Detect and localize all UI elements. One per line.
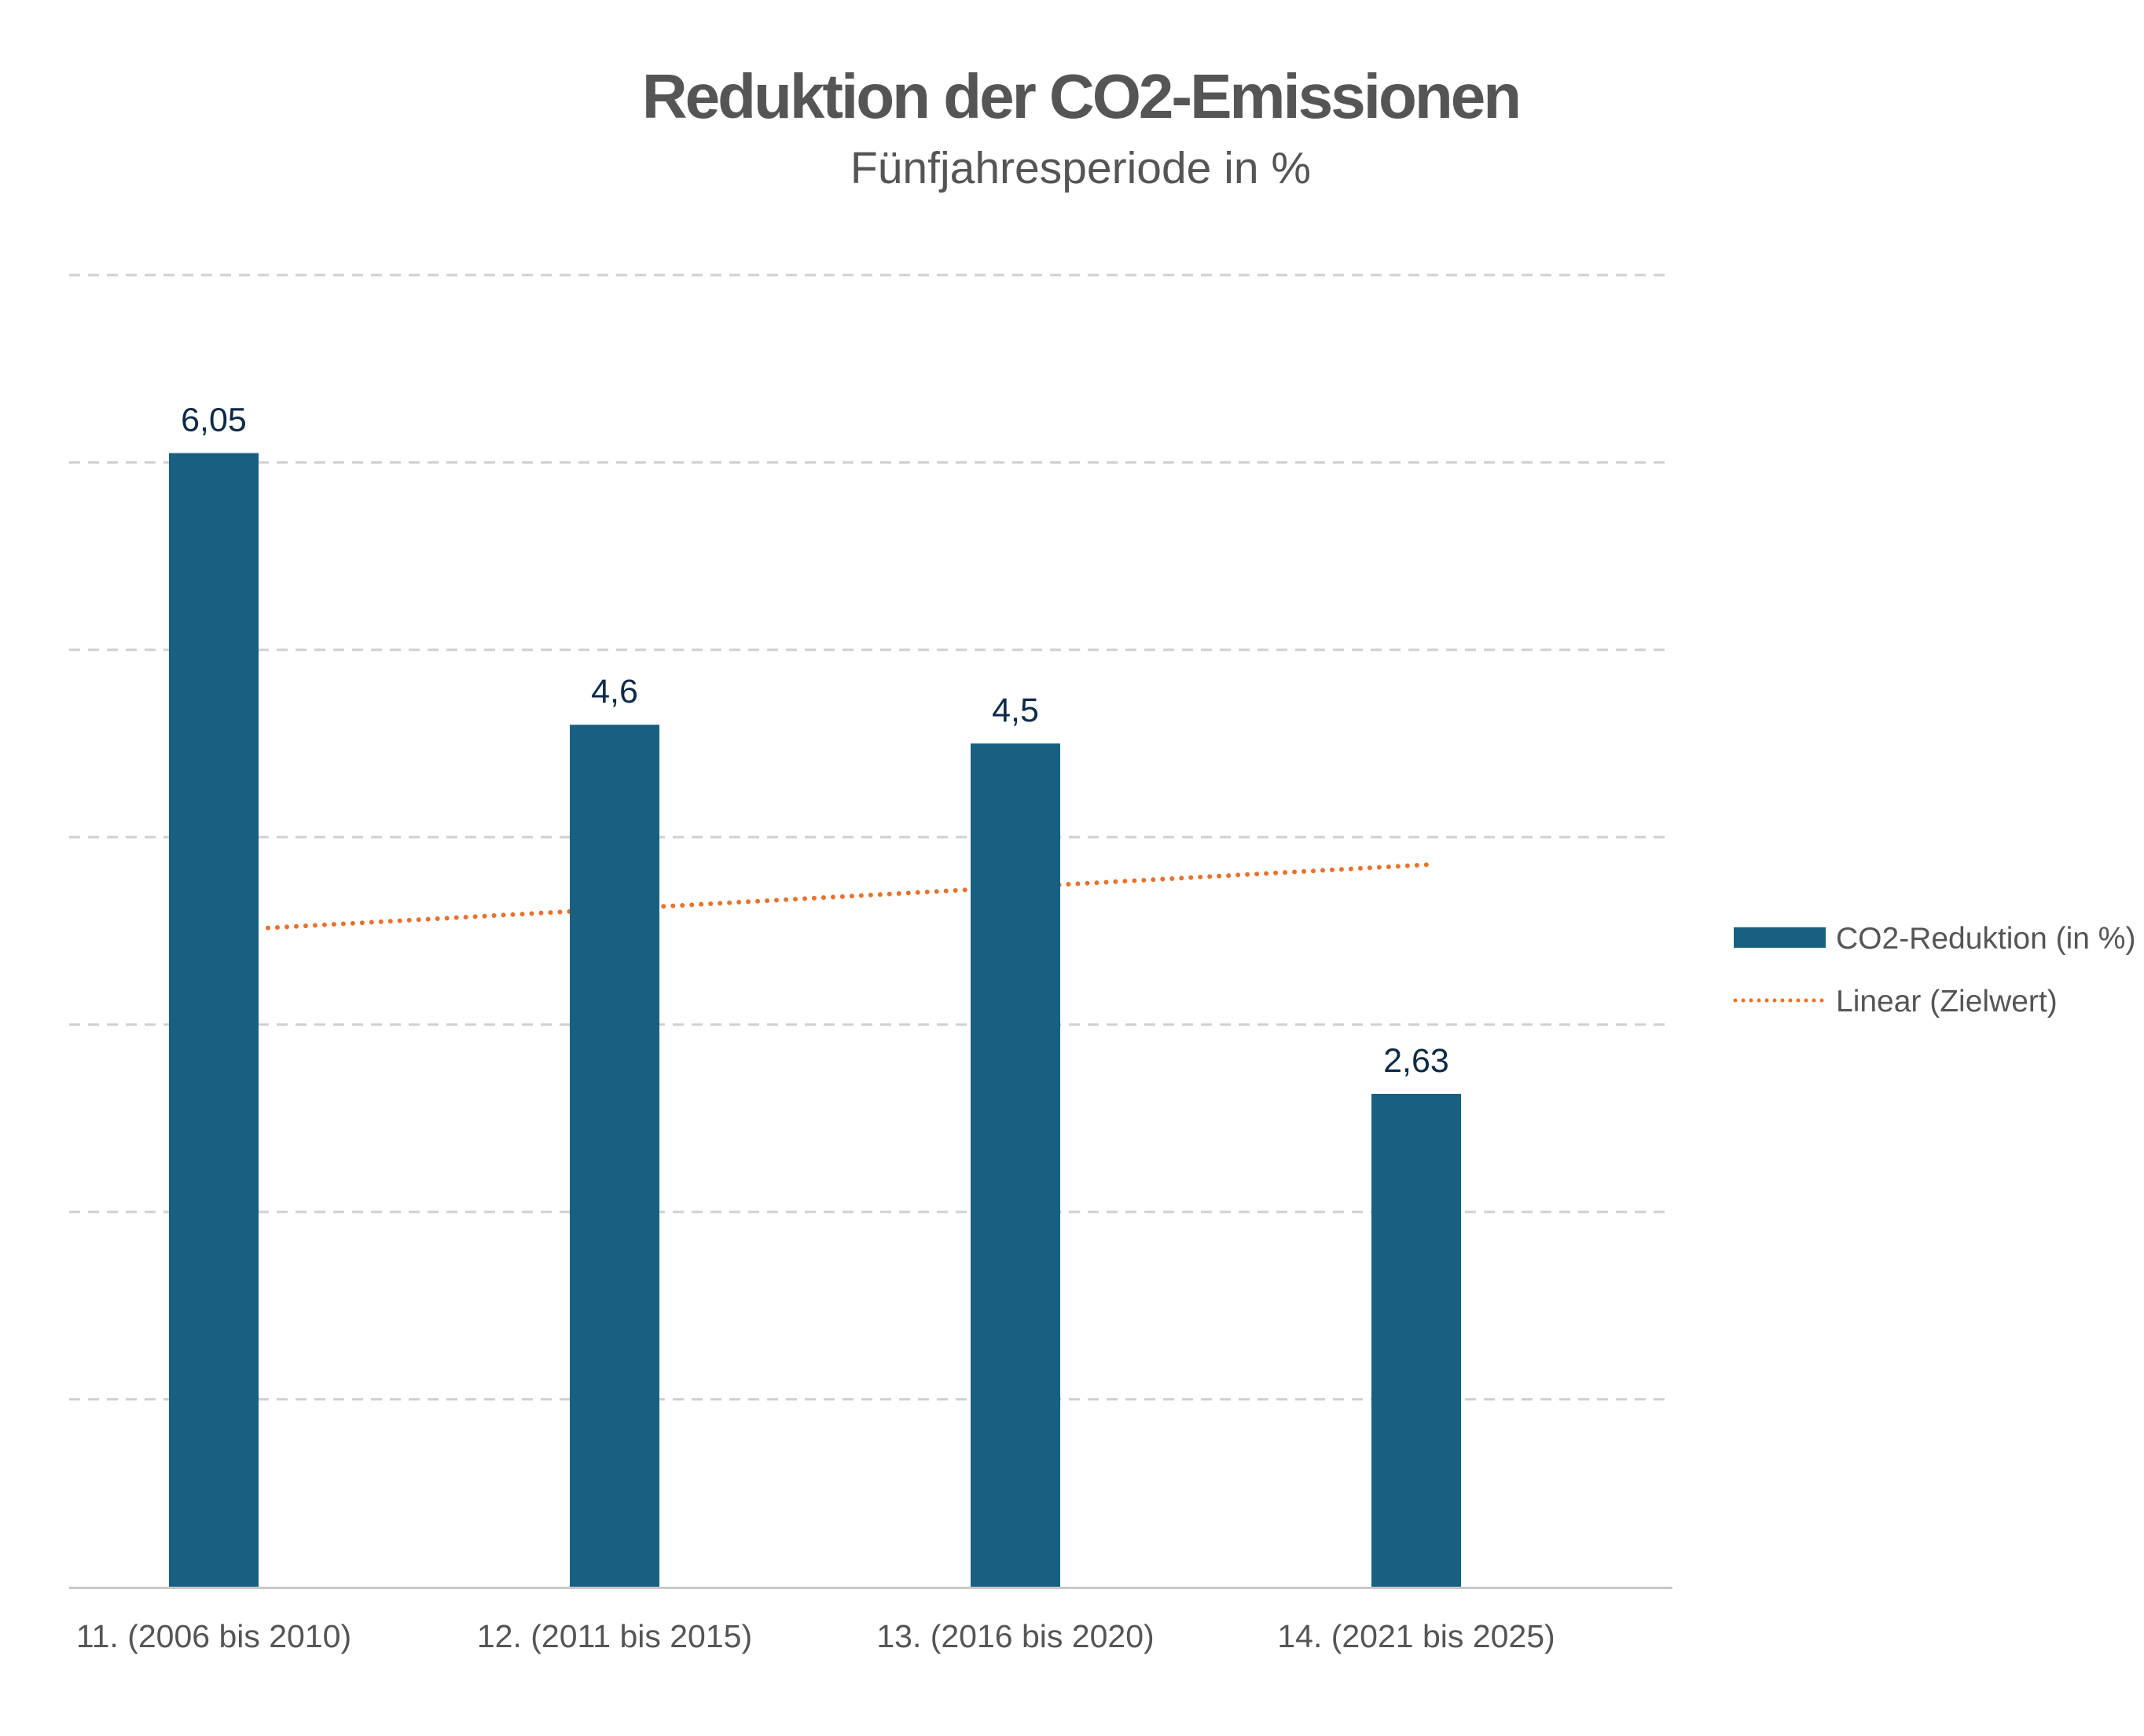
- x-tick-label: 12. (2011 bis 2015): [477, 1618, 752, 1654]
- trend-line-path: [266, 861, 1434, 930]
- gridlines: [69, 273, 1672, 1401]
- legend-label-line: Linear (Zielwert): [1836, 985, 2058, 1018]
- bar: [1371, 1093, 1461, 1587]
- chart-title: Reduktion der CO2-Emissionen: [642, 61, 1519, 131]
- data-label: 6,05: [181, 402, 247, 439]
- bar: [169, 453, 259, 1587]
- trend-line: [266, 861, 1434, 930]
- bar: [570, 725, 659, 1587]
- x-tick-label: 14. (2021 bis 2025): [1277, 1618, 1555, 1654]
- data-labels: 6,05 4,6 4,5 2,63: [181, 402, 1449, 1080]
- legend: CO2-Reduktion (in %) Linear (Zielwert): [1733, 922, 2135, 1018]
- legend-swatch-bar: [1734, 927, 1826, 948]
- bar: [971, 743, 1060, 1587]
- x-tick-label: 13. (2016 bis 2020): [876, 1618, 1154, 1654]
- data-label: 2,63: [1383, 1042, 1449, 1080]
- legend-label-bar: CO2-Reduktion (in %): [1836, 922, 2135, 956]
- bars: [169, 453, 1461, 1587]
- chart-subtitle: Fünfjahresperiode in %: [850, 143, 1311, 193]
- x-tick-labels: 11. (2006 bis 2010) 12. (2011 bis 2015) 13…: [76, 1618, 1555, 1654]
- data-label: 4,5: [992, 692, 1039, 729]
- x-tick-label: 11. (2006 bis 2010): [76, 1618, 351, 1654]
- data-label: 4,6: [591, 673, 638, 710]
